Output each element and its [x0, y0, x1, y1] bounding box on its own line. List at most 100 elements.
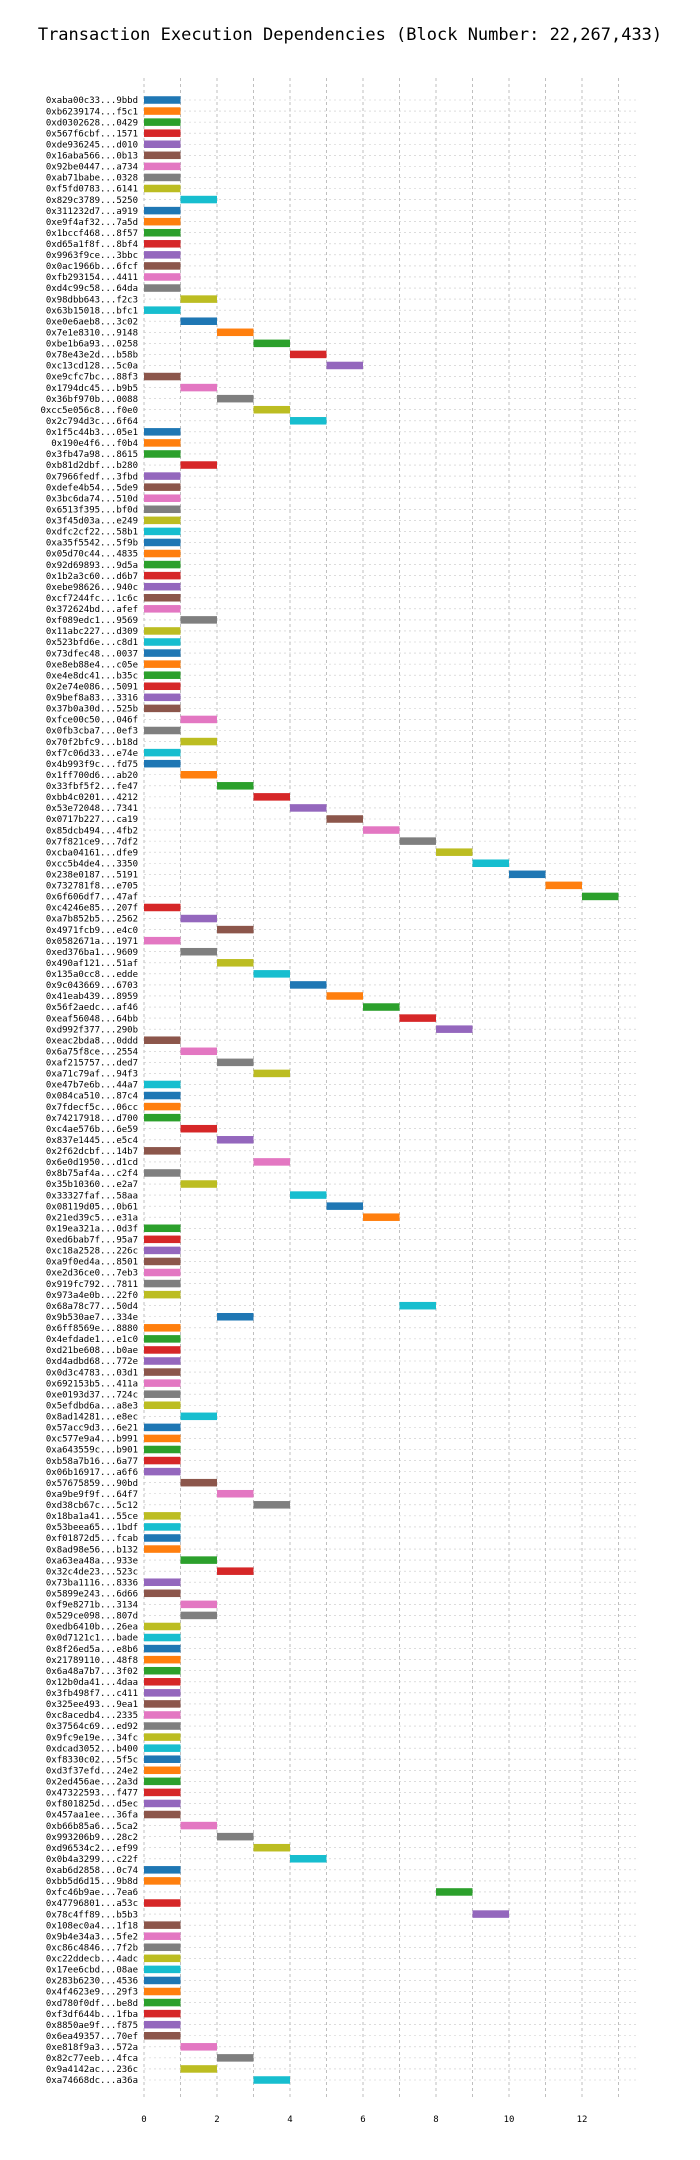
- tx-label: 0x6a48a7b7...3f02: [46, 1667, 138, 1677]
- tx-label: 0x17ee6cbd...08ae: [46, 1966, 138, 1976]
- tx-bar: [144, 1102, 181, 1111]
- tx-bar: [290, 350, 327, 359]
- tx-bar: [144, 1368, 181, 1376]
- tx-bar: [144, 704, 181, 713]
- tx-label: 0xc4246e85...207f: [46, 904, 138, 914]
- tx-label: 0xd0302628...0429: [46, 118, 138, 128]
- tx-label: 0xe47b7e6b...44a7: [46, 1081, 138, 1091]
- tx-label: 0xa7b852b5...2562: [46, 915, 138, 925]
- tx-bar: [144, 1224, 181, 1233]
- tx-bar: [144, 2009, 181, 2018]
- tx-label: 0xfce00c50...046f: [46, 716, 138, 726]
- tx-bar: [144, 1622, 181, 1631]
- tx-label: 0x08119d05...0b61: [46, 1202, 138, 1212]
- tx-bar: [144, 107, 181, 115]
- tx-bar: [144, 372, 181, 381]
- tx-label: 0xcc5e056c8...f0e0: [40, 406, 138, 416]
- tx-bar: [144, 1965, 181, 1974]
- tx-bar: [144, 638, 181, 646]
- tx-label: 0xe0193d37...724c: [46, 1390, 138, 1400]
- tx-label: 0x9c043669...6703: [46, 981, 138, 991]
- tx-label: 0x4b993f9c...fd75: [46, 760, 138, 770]
- tx-bar: [545, 881, 582, 890]
- tx-bar: [253, 1843, 290, 1852]
- tx-label: 0xab71babe...0328: [46, 174, 138, 184]
- tx-label: 0x47796801...a53c: [46, 1899, 138, 1909]
- tx-bar: [436, 1025, 473, 1033]
- tx-label: 0xf3df644b...1fba: [46, 2010, 138, 2020]
- tx-label: 0xd4adbd68...772e: [46, 1357, 138, 1367]
- tx-label: 0x2e74e086...5091: [46, 682, 138, 692]
- tx-bar: [472, 859, 509, 868]
- tx-label: 0x19ea321a...0d3f: [46, 1224, 138, 1234]
- tx-bar: [363, 1003, 400, 1011]
- tx-label: 0xe0e6aeb8...3c02: [46, 317, 138, 327]
- tx-bar: [399, 837, 436, 845]
- tx-bar: [144, 1268, 181, 1277]
- tx-label: 0xedb6410b...26ea: [46, 1623, 138, 1633]
- x-tick-label: 4: [287, 2115, 292, 2125]
- x-axis-ticks: 0 2 4 6 8 10 12: [141, 2115, 587, 2125]
- tx-bar: [290, 804, 327, 812]
- tx-label: 0xcf7244fc...1c6c: [46, 594, 138, 604]
- tx-label: 0x7966fedf...3fbd: [46, 472, 138, 482]
- tx-bar: [144, 1943, 181, 1952]
- tx-label: 0xc18a2528...226c: [46, 1247, 138, 1257]
- tx-label: 0x190e4f6...f0b4: [51, 439, 138, 449]
- tx-label: 0xd992f377...290b: [46, 1025, 138, 1035]
- tx-bar: [253, 1501, 290, 1509]
- tx-bar: [180, 317, 217, 325]
- tx-label: 0x2f62dcbf...14b7: [46, 1147, 138, 1157]
- tx-label: 0xf7c06d33...e74e: [46, 749, 138, 759]
- tx-bar: [144, 217, 181, 226]
- tx-label: 0xcc5b4de4...3350: [46, 859, 138, 869]
- tx-bar: [180, 1611, 217, 1620]
- tx-label: 0x5899e243...6d66: [46, 1589, 138, 1599]
- transaction-labels: 0xaba00c33...9bbd0xb6239174...f5c10xd030…: [40, 96, 138, 2086]
- tx-label: 0xbb5d6d15...9b8d: [46, 1877, 138, 1887]
- tx-bar: [472, 1910, 509, 1918]
- tx-bar: [180, 616, 217, 624]
- tx-bar: [144, 284, 181, 292]
- tx-bar: [144, 505, 181, 514]
- tx-label: 0x8f26ed5a...e8b6: [46, 1645, 138, 1655]
- tx-bar: [217, 1312, 254, 1321]
- tx-bar: [290, 417, 327, 425]
- tx-bar: [217, 1832, 254, 1841]
- tx-label: 0x0ac1966b...6fcf: [46, 262, 138, 272]
- tx-bar: [180, 1600, 217, 1609]
- tx-label: 0x32c4de23...523c: [46, 1567, 138, 1577]
- tx-label: 0x35b10360...e2a7: [46, 1180, 138, 1190]
- tx-bar: [144, 1766, 181, 1775]
- tx-bar: [436, 1888, 473, 1896]
- tx-bar: [144, 693, 181, 702]
- tx-label: 0xfc46b9ae...7ea6: [46, 1888, 138, 1898]
- tx-bar: [144, 1689, 181, 1697]
- tx-label: 0x4971fcb9...e4c0: [46, 926, 138, 936]
- tx-label: 0x78c4ff89...b5b3: [46, 1910, 138, 1920]
- tx-label: 0x57675859...90bd: [46, 1479, 138, 1489]
- tx-label: 0xc8acedb4...2335: [46, 1711, 138, 1721]
- tx-bar: [144, 1147, 181, 1155]
- tx-bar: [144, 1810, 181, 1819]
- tx-bar: [144, 594, 181, 602]
- tx-label: 0x4f4623e9...29f3: [46, 1988, 138, 1998]
- tx-bar: [144, 1246, 181, 1255]
- tx-label: 0x1f5c44b3...05e1: [46, 428, 138, 438]
- tx-bar: [253, 793, 290, 801]
- tx-label: 0x283b6230...4536: [46, 1977, 138, 1987]
- tx-bar: [144, 1434, 181, 1443]
- tx-bar: [144, 228, 181, 237]
- tx-label: 0x53beea65...1bdf: [46, 1523, 138, 1533]
- tx-bar: [180, 2065, 217, 2073]
- tx-bar: [144, 1335, 181, 1343]
- tx-label: 0xe4e8dc41...b35c: [46, 671, 138, 681]
- tx-bar: [144, 649, 181, 657]
- tx-label: 0x9bef8a83...3316: [46, 694, 138, 704]
- tx-label: 0xa643559c...b901: [46, 1446, 138, 1456]
- tx-label: 0x6a75f8ce...2554: [46, 1047, 138, 1057]
- tx-bar: [180, 770, 217, 779]
- grid-lines: [143, 78, 637, 2098]
- tx-bar: [144, 1589, 181, 1598]
